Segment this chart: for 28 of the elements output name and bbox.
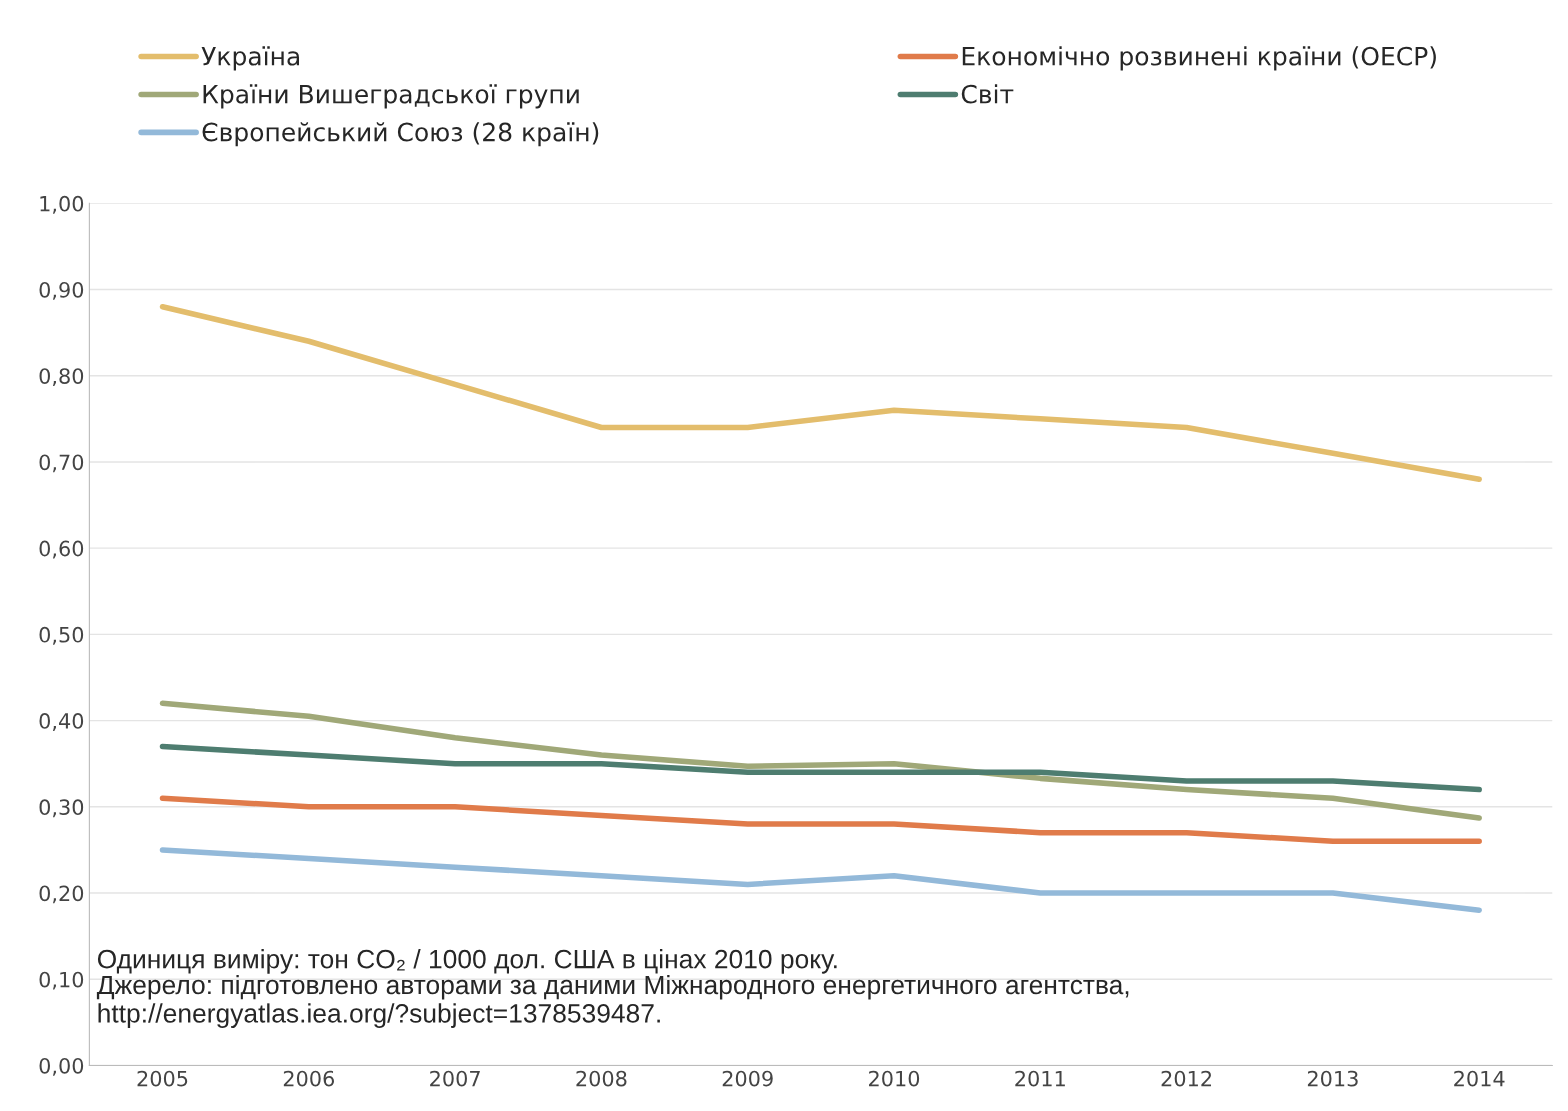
y-tick-label: 0,70 [39,454,84,473]
x-tick-label: 2006 [283,1070,335,1087]
x-tick-label: 2014 [1454,1070,1505,1087]
legend-label: Країни Вишеградської групи [203,84,579,109]
legend-label: Європейський Союз (28 країн) [202,122,599,147]
y-tick-label: 1,00 [40,195,84,214]
x-tick-label: 2012 [1161,1070,1212,1087]
y-tick-label: 0,50 [39,626,84,645]
legend-label: Економічно розвинені країни (ОЕСР) [962,46,1436,71]
y-tick-label: 0,20 [39,885,84,904]
y-tick-label: 0,00 [39,1057,84,1076]
x-tick-label: 2009 [722,1070,773,1087]
legend-label: Світ [961,84,1014,104]
y-tick-label: 0,30 [39,799,84,818]
x-tick-label: 2008 [576,1070,627,1087]
y-tick-label: 0,40 [39,713,84,731]
legend-label: Україна [201,46,299,71]
y-tick-label: 0,80 [39,368,84,387]
x-tick-label: 2010 [869,1070,920,1087]
y-tick-label: 0,90 [39,281,84,300]
annotation: Джерело: підготовлено авторами за даними Міжнародного енергетичного агентства, http://energyatlas.iea.org/?subject=1378539487. [96,974,1129,1028]
x-tick-label: 2005 [137,1070,188,1087]
x-tick-label: 2013 [1307,1070,1358,1087]
x-tick-label: 2011 [1015,1070,1065,1087]
y-tick-label: 0,60 [39,540,84,559]
y-tick-label: 0,10 [39,971,84,990]
annotation: Одиниця виміру: тон CO₂ / 1000 дол. США в цінах 2010 року. [97,949,837,974]
x-tick-label: 2007 [430,1070,480,1087]
